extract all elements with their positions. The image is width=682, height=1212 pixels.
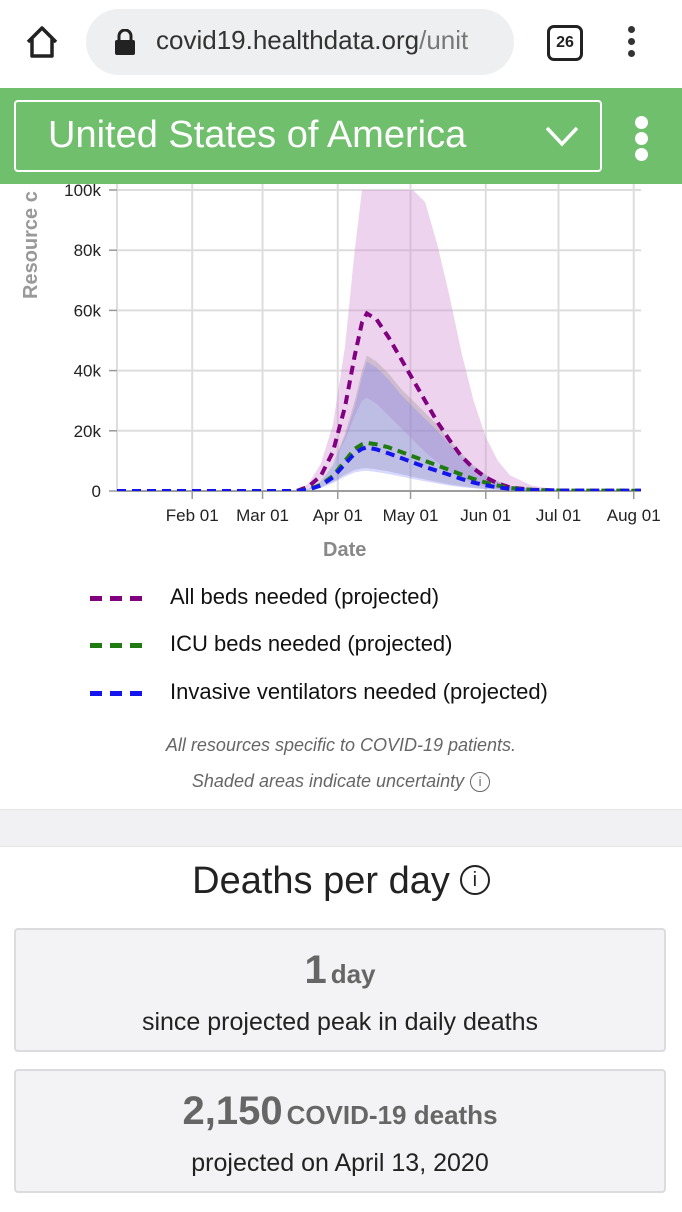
- note-resources: All resources specific to COVID-19 patie…: [165, 735, 517, 755]
- stat-caption: projected on April 13, 2020: [191, 1149, 489, 1177]
- x-axis-label: Date: [323, 539, 367, 561]
- x-tick-label: Apr 01: [313, 506, 363, 525]
- y-tick-label: 0: [92, 482, 101, 501]
- stat-unit: day: [330, 959, 376, 989]
- stat-value: 2,150: [182, 1089, 283, 1133]
- uncertainty-band: [296, 361, 634, 491]
- y-axis-label: Resource c: [20, 191, 42, 299]
- y-tick-label: 20k: [74, 422, 102, 441]
- note-uncertainty: Shaded areas indicate uncertainty i: [0, 771, 682, 793]
- chart-canvas: 0 20k 40k 60k 80k 100k Feb 01 Mar 01 Apr 01 May 0…: [64, 184, 661, 525]
- y-tick-label: 100k: [64, 184, 101, 200]
- tab-switcher-button[interactable]: 26: [547, 25, 583, 61]
- location-label: United States of America: [48, 114, 467, 156]
- chevron-down-icon: [545, 126, 579, 147]
- browser-toolbar: covid19.healthdata.org/unit 26: [0, 0, 682, 88]
- x-tick-label: Aug 01: [607, 506, 661, 525]
- y-tick-label: 40k: [74, 362, 102, 381]
- address-bar[interactable]: covid19.healthdata.org/unit: [86, 9, 514, 75]
- stat-unit: COVID-19 deaths: [286, 1100, 498, 1130]
- legend-swatch: [90, 691, 146, 696]
- home-icon[interactable]: [22, 22, 62, 62]
- location-header: United States of America: [0, 88, 682, 184]
- x-tick-label: May 01: [383, 506, 439, 525]
- legend-swatch: [90, 596, 146, 601]
- x-tick-label: Feb 01: [166, 506, 219, 525]
- x-tick-label: Jul 01: [536, 506, 581, 525]
- uncertainty-band: [296, 355, 634, 491]
- legend-label: Invasive ventilators needed (projected): [170, 679, 548, 704]
- uncertainty-band: [296, 190, 634, 491]
- legend-label: All beds needed (projected): [170, 584, 440, 609]
- y-tick-label: 80k: [74, 241, 102, 260]
- url-path: /unit: [419, 25, 469, 55]
- note-uncertainty-text: Shaded areas indicate uncertainty: [191, 771, 465, 791]
- y-tick-label: 60k: [74, 301, 102, 320]
- resource-chart: 0 20k 40k 60k 80k 100k Feb 01 Mar 01 Apr 01 May 0…: [0, 184, 682, 809]
- x-tick-label: Mar 01: [236, 506, 289, 525]
- stat-caption: since projected peak in daily deaths: [141, 1008, 539, 1036]
- deaths-section-title: Deaths per day i: [0, 860, 682, 903]
- stat-headline: 2,150 COVID-19 deaths: [16, 1089, 664, 1134]
- stat-card-days-since-peak: 1 day since projected peak in daily death…: [14, 928, 666, 1052]
- lock-icon: [115, 29, 135, 55]
- x-tick-label: Jun 01: [460, 506, 511, 525]
- series-line: [117, 440, 641, 491]
- legend-label: ICU beds needed (projected): [170, 631, 453, 656]
- location-dropdown[interactable]: United States of America: [14, 100, 602, 172]
- more-options-icon[interactable]: [632, 116, 652, 161]
- stat-headline: 1 day: [16, 948, 664, 993]
- url-text: covid19.healthdata.org/unit: [156, 25, 506, 56]
- stat-card-peak-deaths: 2,150 COVID-19 deaths projected on April …: [14, 1069, 666, 1193]
- stat-value: 1: [304, 948, 327, 992]
- section-divider: [0, 809, 682, 847]
- browser-menu-icon[interactable]: [622, 24, 642, 58]
- deaths-title-text: Deaths per day: [192, 860, 450, 902]
- info-icon[interactable]: i: [459, 864, 490, 895]
- url-domain: covid19.healthdata.org: [156, 25, 420, 55]
- info-icon[interactable]: i: [470, 772, 491, 793]
- legend-swatch: [90, 643, 146, 648]
